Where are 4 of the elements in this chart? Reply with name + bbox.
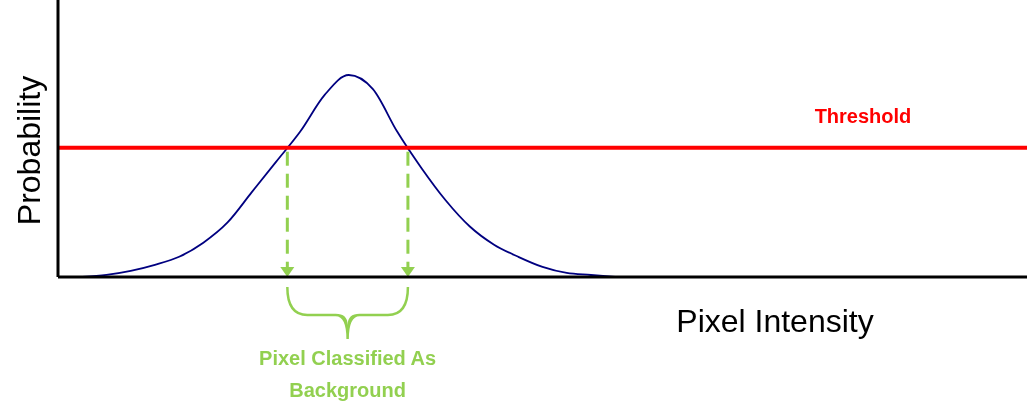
x-axis-title: Pixel Intensity	[676, 303, 874, 339]
y-axis-title: Probability	[11, 75, 47, 226]
text: Pixel Classified As Background	[259, 347, 437, 401]
ref-line-label: Threshold	[814, 104, 912, 127]
